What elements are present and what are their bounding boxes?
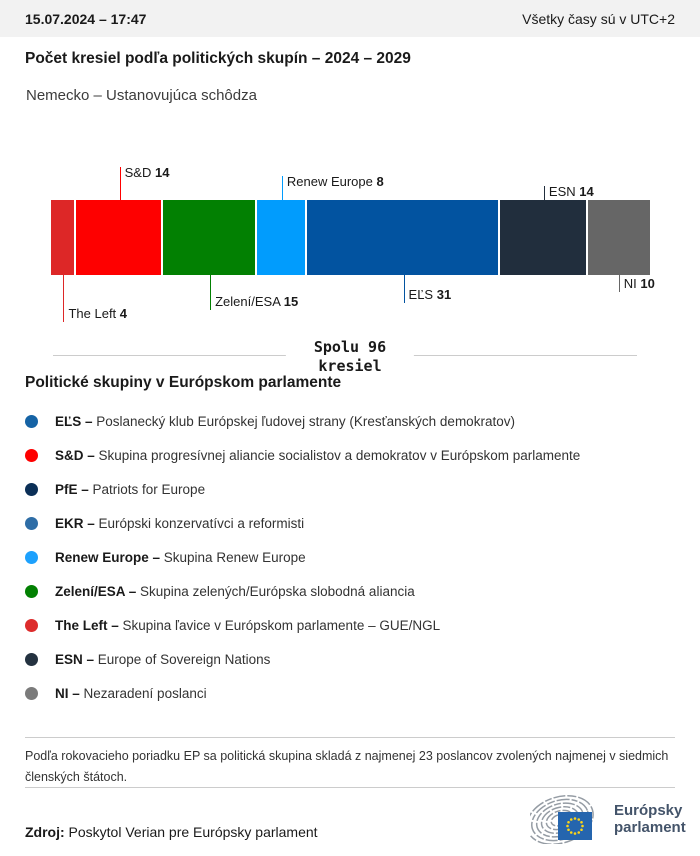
legend-list: EĽS – Poslanecký klub Európskej ľudovej … — [25, 404, 675, 710]
ep-logo-text: Európsky parlament — [614, 802, 686, 836]
bar-segment-the-left — [51, 200, 74, 275]
legend-color-dot-icon — [25, 618, 38, 632]
legend-item-ni: NI – Nezaradení poslanci — [25, 676, 675, 710]
leader-line-ni — [618, 275, 620, 292]
legend-item-renew-europe: Renew Europe – Skupina Renew Europe — [25, 540, 675, 574]
legend-item-s-d: S&D – Skupina progresívnej aliancie soci… — [25, 438, 675, 472]
legend-heading: Politické skupiny v Európskom parlamente — [25, 374, 342, 391]
bar-segment-renew-europe — [256, 200, 305, 275]
bar-segment-s-d — [75, 200, 162, 275]
footnote-divider-bottom — [25, 787, 675, 788]
bar-segment-esn — [500, 200, 586, 275]
legend-color-dot-icon — [25, 584, 38, 598]
legend-item-esn: ESN – Europe of Sovereign Nations — [25, 642, 675, 676]
segment-label-zelen-esa: Zelení/ESA 15 — [215, 294, 299, 309]
segment-label-the-left: The Left 4 — [68, 306, 128, 321]
segment-label-renew-europe: Renew Europe 8 — [286, 174, 384, 189]
header-bar: 15.07.2024 – 17:47 Všetky časy sú v UTC+… — [0, 0, 700, 37]
legend-item-ekr: EKR – Európski konzervatívci a reformist… — [25, 506, 675, 540]
header-timezone-note: Všetky časy sú v UTC+2 — [522, 10, 675, 27]
legend-item-the-left: The Left – Skupina ľavice v Európskom pa… — [25, 608, 675, 642]
legend-item-text: EĽS – Poslanecký klub Európskej ľudovej … — [55, 413, 515, 429]
total-seats-label: Spolu 96 kresiel — [285, 338, 415, 376]
segment-label-s-d: S&D 14 — [124, 165, 170, 180]
segment-label-e-s: EĽS 31 — [408, 287, 452, 302]
eu-flag-icon — [558, 812, 592, 840]
page-title: Počet kresiel podľa politických skupín –… — [25, 50, 411, 67]
leader-line-the-left — [63, 275, 65, 322]
ep-logo: Európsky parlament — [530, 794, 686, 844]
leader-line-esn — [543, 186, 545, 200]
ep-logo-line1: Európsky — [614, 802, 683, 819]
total-seats-line1: Spolu 96 — [313, 338, 387, 356]
legend-item-zelen-esa: Zelení/ESA – Skupina zelených/Európska s… — [25, 574, 675, 608]
legend-color-dot-icon — [25, 652, 38, 666]
legend-color-dot-icon — [25, 550, 38, 564]
bar-segment-zelen-esa — [163, 200, 255, 275]
legend-item-text: Zelení/ESA – Skupina zelených/Európska s… — [55, 583, 415, 599]
legend-item-e-s: EĽS – Poslanecký klub Európskej ľudovej … — [25, 404, 675, 438]
legend-color-dot-icon — [25, 414, 38, 428]
leader-line-s-d — [119, 167, 121, 200]
page-subtitle: Nemecko – Ustanovujúca schôdza — [26, 87, 257, 104]
segment-label-esn: ESN 14 — [548, 184, 594, 199]
legend-item-text: S&D – Skupina progresívnej aliancie soci… — [55, 447, 581, 463]
source-text: Poskytol Verian pre Európsky parlament — [64, 824, 318, 840]
legend-color-dot-icon — [25, 516, 38, 530]
legend-item-text: The Left – Skupina ľavice v Európskom pa… — [55, 617, 441, 633]
source-line: Zdroj: Poskytol Verian pre Európsky parl… — [25, 824, 318, 840]
source-label: Zdroj: — [25, 824, 65, 840]
legend-item-pfe: PfE – Patriots for Europe — [25, 472, 675, 506]
legend-item-text: NI – Nezaradení poslanci — [55, 685, 207, 701]
legend-item-text: EKR – Európski konzervatívci a reformist… — [55, 515, 305, 531]
leader-line-zelen-esa — [210, 275, 212, 310]
footnote-text: Podľa rokovacieho poriadku EP sa politic… — [25, 749, 669, 784]
total-seats-line2: kresiel — [318, 357, 382, 375]
ep-hemicycle-logo-icon — [530, 794, 594, 844]
legend-color-dot-icon — [25, 686, 38, 700]
legend-color-dot-icon — [25, 482, 38, 496]
legend-item-text: Renew Europe – Skupina Renew Europe — [55, 549, 306, 565]
legend-color-dot-icon — [25, 448, 38, 462]
bar-segment-e-s — [306, 200, 499, 275]
footnote-divider-top — [25, 737, 675, 738]
segment-label-ni: NI 10 — [623, 276, 655, 291]
header-datetime: 15.07.2024 – 17:47 — [25, 10, 147, 27]
leader-line-e-s — [403, 275, 405, 303]
ep-logo-line2: parlament — [614, 819, 686, 836]
legend-item-text: PfE – Patriots for Europe — [55, 481, 206, 497]
legend-item-text: ESN – Europe of Sovereign Nations — [55, 651, 271, 667]
leader-line-renew-europe — [281, 176, 283, 200]
bar-segment-ni — [587, 200, 650, 275]
